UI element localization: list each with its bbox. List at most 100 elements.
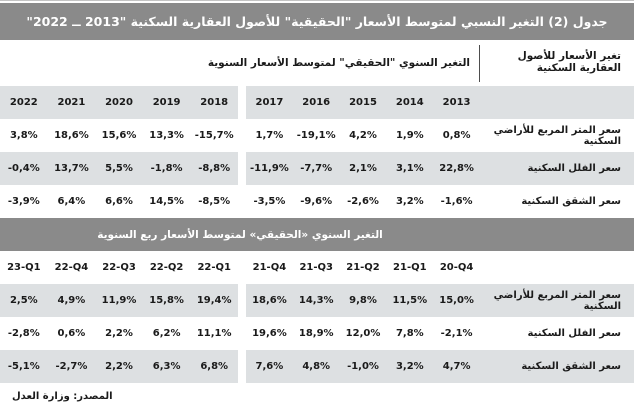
group-gap (238, 86, 246, 119)
value-cell: 9,8% (349, 295, 377, 306)
quarterly-section-bar: التغير السنوي «الحقيقي» لمتوسط الأسعار ر… (0, 218, 634, 251)
column-group-left: 22-Q1 22-Q2 22-Q3 22-Q4 23-Q1 (0, 251, 238, 284)
year-header-cell: 2018 (200, 97, 229, 108)
value-cell: 3,2% (395, 361, 424, 372)
year-header-cell: 2016 (302, 97, 331, 108)
value-cell: 2,5% (9, 295, 38, 306)
value-cell: 2,2% (105, 328, 133, 339)
value-cell: 6,3% (152, 361, 181, 372)
annual-data-row: سعر الفلل السكنية 22,8% 3,1% 2,1% -7,7% -11,9… (0, 152, 634, 185)
value-cell: 13,3% (149, 130, 184, 141)
year-header-cell: 2020 (105, 97, 133, 108)
value-cell: -0,4% (7, 163, 40, 174)
column-group-right: 22,8% 3,1% 2,1% -7,7% -11,9% (246, 152, 480, 185)
column-header-row: تغير الأسعار للأصول العقارية السكنية الت… (0, 40, 634, 86)
header-right-label: تغير الأسعار للأصول العقارية السكنية (517, 50, 621, 74)
value-cell: 2,1% (349, 163, 377, 174)
value-cell: -15,7% (194, 130, 234, 141)
value-cell: 7,8% (395, 328, 424, 339)
quarter-header-row: 20-Q4 21-Q1 21-Q2 21-Q3 21-Q4 22-Q1 22-Q2 22-Q3… (0, 251, 634, 284)
value-cell: 15,8% (149, 295, 184, 306)
row-label: سعر المتر المربع للأراضي السكنية (493, 124, 621, 147)
value-cell: 6,6% (105, 196, 133, 207)
year-header-cell: 2022 (9, 97, 38, 108)
row-label: سعر الشقق السكنية (480, 350, 634, 383)
value-cell: -5,1% (7, 361, 40, 372)
column-group-right: 0,8% 1,9% 4,2% -19,1% 1,7% (246, 119, 480, 152)
value-cell: 15,0% (439, 295, 474, 306)
year-header-row: 2013 2014 2015 2016 2017 2018 2019 2020 2021 2022 (0, 86, 634, 119)
value-cell: 0,8% (442, 130, 471, 141)
group-gap (238, 284, 246, 317)
quarter-header-cell: 22-Q3 (102, 262, 136, 273)
value-cell: -8,5% (198, 196, 231, 207)
header-divider-line (479, 45, 480, 82)
group-gap (238, 152, 246, 185)
column-group-right: -1,6% 3,2% -2,6% -9,6% -3,5% (246, 185, 480, 218)
year-header-cell: 2021 (57, 97, 86, 108)
group-gap (238, 350, 246, 383)
value-cell: -9,6% (300, 196, 333, 207)
column-group-right: -2,1% 7,8% 12,0% 18,9% 19,6% (246, 317, 480, 350)
value-cell: 18,9% (298, 328, 334, 339)
value-cell: 6,4% (57, 196, 86, 207)
column-group-left: 2018 2019 2020 2021 2022 (0, 86, 238, 119)
column-group-right: 15,0% 11,5% 9,8% 14,3% 18,6% (246, 284, 480, 317)
value-cell: 0,6% (57, 328, 86, 339)
value-cell: 1,9% (395, 130, 424, 141)
value-cell: -2,8% (7, 328, 40, 339)
value-cell: 5,5% (105, 163, 133, 174)
value-cell: -8,8% (198, 163, 231, 174)
value-cell: 11,1% (196, 328, 232, 339)
column-group-right: 2013 2014 2015 2016 2017 (246, 86, 480, 119)
value-cell: 18,6% (252, 295, 287, 306)
value-cell: 22,8% (439, 163, 474, 174)
value-cell: 15,6% (101, 130, 137, 141)
quarter-header-cell: 21-Q4 (252, 262, 287, 273)
value-cell: 19,4% (196, 295, 232, 306)
value-cell: -1,0% (347, 361, 379, 372)
value-cell: 2,2% (105, 361, 133, 372)
value-cell: 18,6% (54, 130, 89, 141)
value-cell: 11,5% (392, 295, 428, 306)
group-gap (238, 317, 246, 350)
value-cell: 4,8% (302, 361, 331, 372)
value-cell: 4,9% (57, 295, 86, 306)
value-cell: 6,2% (152, 328, 181, 339)
value-cell: 4,2% (349, 130, 377, 141)
source-note: المصدر: وزارة العدل (12, 391, 113, 402)
column-group-left: 19,4% 15,8% 11,9% 4,9% 2,5% (0, 284, 238, 317)
value-cell: 13,7% (54, 163, 89, 174)
column-group-left: 11,1% 6,2% 2,2% 0,6% -2,8% (0, 317, 238, 350)
value-cell: 14,5% (149, 196, 184, 207)
value-cell: -1,6% (440, 196, 473, 207)
column-group-left: -8,5% 14,5% 6,6% 6,4% -3,9% (0, 185, 238, 218)
quarter-header-cell: 21-Q3 (299, 262, 333, 273)
year-header-cell: 2014 (395, 97, 424, 108)
quarter-header-cell: 22-Q1 (197, 262, 231, 273)
row-label (480, 251, 634, 284)
header-left-label: التغير السنوي "الحقيقي" لمتوسط الأسعار ا… (207, 57, 470, 69)
value-cell: 6,8% (200, 361, 229, 372)
annual-data-row: سعر المتر المربع للأراضي السكنية 0,8% 1,9%… (0, 119, 634, 152)
quarter-header-cell: 20-Q4 (439, 262, 474, 273)
row-label: سعر الشقق السكنية (521, 196, 621, 207)
value-cell: -11,9% (249, 163, 289, 174)
row-label (480, 86, 634, 119)
quarterly-data-row: سعر الشقق السكنية 4,7% 3,2% -1,0% 4,8% 7,6% 6,… (0, 350, 634, 383)
group-gap (238, 119, 246, 152)
value-cell: 3,8% (9, 130, 38, 141)
quarter-header-cell: 21-Q2 (346, 262, 380, 273)
row-label: سعر الفلل السكنية (480, 152, 634, 185)
quarterly-section-title: التغير السنوي «الحقيقي» لمتوسط الأسعار ر… (97, 228, 383, 241)
year-header-cell: 2017 (255, 97, 284, 108)
value-cell: -19,1% (296, 130, 336, 141)
value-cell: 19,6% (252, 328, 287, 339)
value-cell: -1,8% (150, 163, 183, 174)
year-header-cell: 2019 (152, 97, 181, 108)
quarter-header-cell: 22-Q4 (54, 262, 89, 273)
row-label: سعر المتر المربع للأراضي السكنية (480, 284, 634, 317)
column-group-right: 20-Q4 21-Q1 21-Q2 21-Q3 21-Q4 (246, 251, 480, 284)
value-cell: -3,5% (253, 196, 286, 207)
group-gap (238, 251, 246, 284)
